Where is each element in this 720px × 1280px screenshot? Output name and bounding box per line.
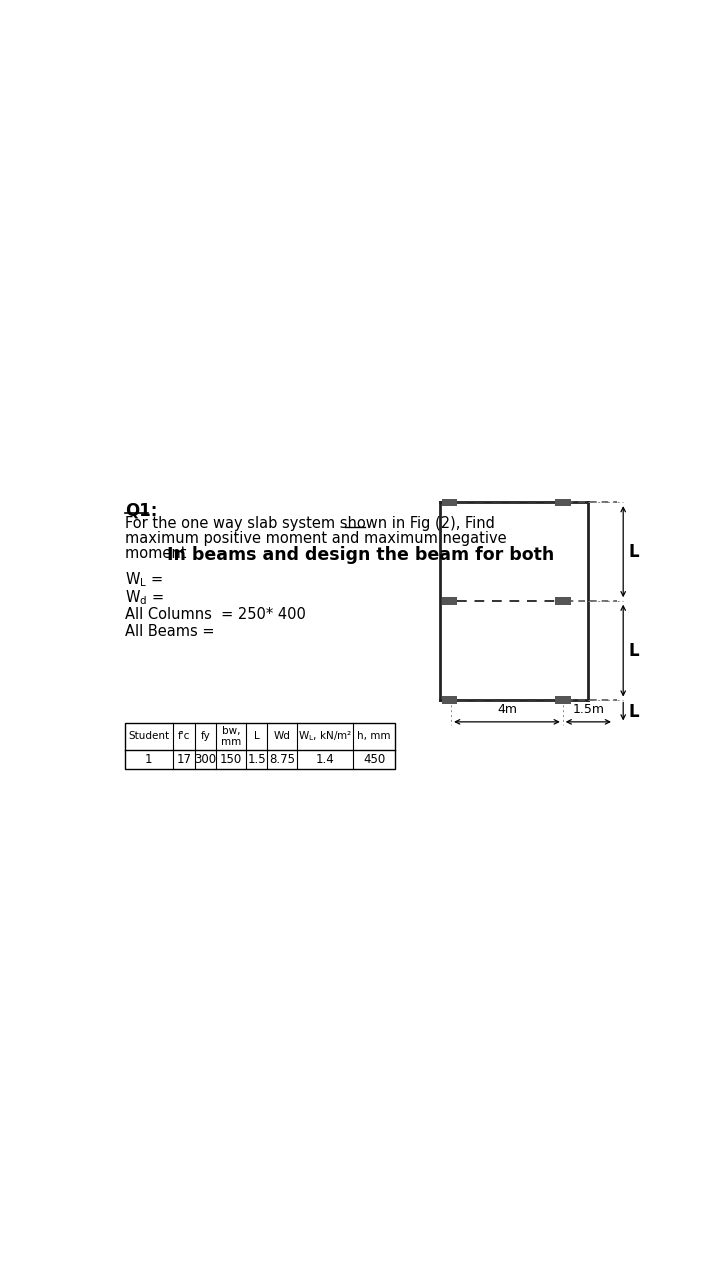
- Text: All Beams =: All Beams =: [125, 625, 215, 639]
- Text: Student: Student: [128, 731, 169, 741]
- Text: Q1:: Q1:: [125, 502, 157, 520]
- Text: fy: fy: [201, 731, 210, 741]
- Bar: [442, 696, 457, 704]
- Text: mm: mm: [221, 737, 241, 746]
- Text: 8.75: 8.75: [269, 753, 295, 765]
- Text: 300: 300: [194, 753, 217, 765]
- Text: $\mathregular{W_L}$, kN/m²: $\mathregular{W_L}$, kN/m²: [298, 730, 352, 744]
- Text: All Columns  = 250* 400: All Columns = 250* 400: [125, 607, 306, 622]
- Bar: [125, 723, 395, 769]
- Bar: [555, 498, 570, 507]
- Text: 1.5m: 1.5m: [572, 703, 604, 716]
- Text: 1: 1: [145, 753, 153, 765]
- Text: In beams and design the beam for both: In beams and design the beam for both: [167, 545, 554, 563]
- Bar: [555, 596, 570, 605]
- Text: L: L: [629, 543, 639, 561]
- Text: 4m: 4m: [497, 703, 517, 716]
- Text: L: L: [629, 641, 639, 659]
- Text: bw,: bw,: [222, 726, 240, 736]
- Text: maximum positive moment and maximum negative: maximum positive moment and maximum nega…: [125, 531, 506, 545]
- Text: 1.5: 1.5: [247, 753, 266, 765]
- Text: Wd: Wd: [274, 731, 291, 741]
- Text: $\mathregular{W_L}$ =: $\mathregular{W_L}$ =: [125, 570, 163, 589]
- Bar: [442, 596, 457, 605]
- Text: 17: 17: [176, 753, 192, 765]
- Text: $\mathregular{W_d}$ =: $\mathregular{W_d}$ =: [125, 589, 163, 607]
- Text: f'c: f'c: [178, 731, 190, 741]
- Bar: [442, 498, 457, 507]
- Text: 1.4: 1.4: [315, 753, 334, 765]
- Text: moment: moment: [125, 545, 191, 561]
- Text: For the one way slab system shown in Fig (2), Find: For the one way slab system shown in Fig…: [125, 516, 495, 531]
- Text: h, mm: h, mm: [357, 731, 391, 741]
- Text: 450: 450: [363, 753, 385, 765]
- Text: L: L: [629, 703, 639, 721]
- Text: 150: 150: [220, 753, 242, 765]
- Bar: [555, 696, 570, 704]
- Text: L: L: [253, 731, 259, 741]
